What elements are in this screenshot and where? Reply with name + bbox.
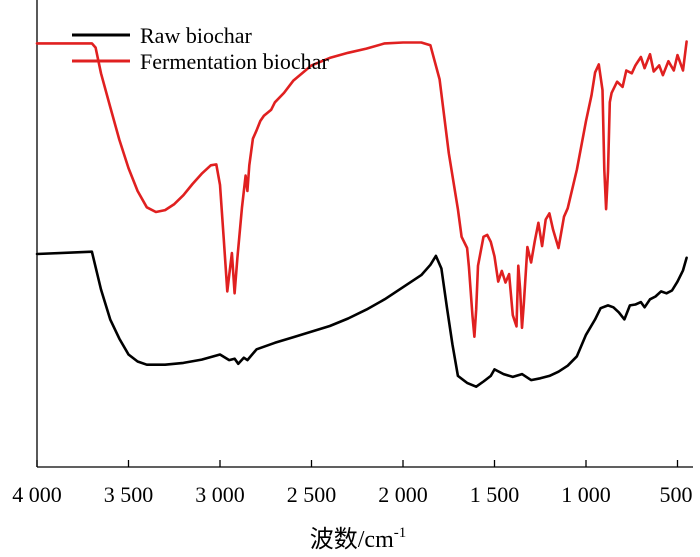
x-tick-label: 1 000 xyxy=(561,482,611,507)
series-line-raw-biochar xyxy=(35,250,688,388)
x-tick-label: 3 000 xyxy=(195,482,245,507)
x-axis-title: 波数/cm-1 xyxy=(310,525,407,553)
x-tick-label: 4 000 xyxy=(12,482,62,507)
legend-label-raw-biochar: Raw biochar xyxy=(140,23,252,48)
x-tick-label: 3 500 xyxy=(104,482,154,507)
x-tick-label: 2 500 xyxy=(287,482,337,507)
plot-area: 4 000 3 500 3 000 2 500 2 000 1 500 1 000 500 xyxy=(12,0,693,507)
x-axis-ticks: 4 000 3 500 3 000 2 500 2 000 1 500 1 000 500 xyxy=(12,460,693,507)
x-axis-title-text: 波数/cm xyxy=(310,526,394,553)
legend-label-fermentation-biochar: Fermentation biochar xyxy=(140,49,329,74)
series-lines xyxy=(35,40,688,388)
series-line-fermentation-biochar xyxy=(35,40,688,338)
x-axis-title-superscript: -1 xyxy=(394,525,407,541)
legend: Raw biochar Fermentation biochar xyxy=(72,23,329,74)
x-tick-label: 2 000 xyxy=(378,482,428,507)
x-tick-label: 500 xyxy=(660,482,693,507)
x-tick-label: 1 500 xyxy=(470,482,520,507)
